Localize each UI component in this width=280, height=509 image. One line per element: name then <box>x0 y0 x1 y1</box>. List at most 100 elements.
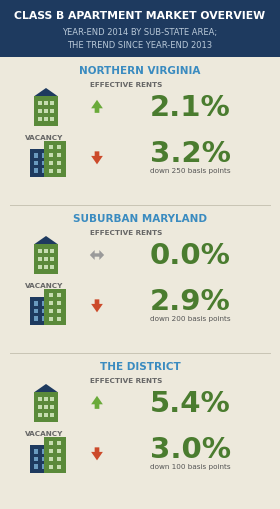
Text: 3.2%: 3.2% <box>150 140 230 168</box>
Bar <box>57 293 62 298</box>
Bar <box>48 169 53 174</box>
Bar <box>38 413 42 417</box>
Bar <box>34 317 38 321</box>
Polygon shape <box>34 237 58 245</box>
Polygon shape <box>91 300 103 313</box>
Bar <box>38 118 42 122</box>
Bar <box>57 169 62 174</box>
Bar <box>34 245 58 274</box>
Bar <box>50 110 54 114</box>
Bar <box>44 110 48 114</box>
Text: YEAR-END 2014 BY SUB-STATE AREA;: YEAR-END 2014 BY SUB-STATE AREA; <box>62 29 218 38</box>
Bar <box>44 258 48 262</box>
Bar <box>57 457 62 461</box>
Bar <box>57 449 62 454</box>
Bar <box>48 301 53 305</box>
Bar <box>44 102 48 106</box>
Text: SUBURBAN MARYLAND: SUBURBAN MARYLAND <box>73 214 207 223</box>
Text: EFFECTIVE RENTS: EFFECTIVE RENTS <box>90 82 162 88</box>
Bar <box>0 0 280 58</box>
Bar <box>34 457 38 461</box>
Bar <box>42 317 46 321</box>
Bar <box>42 457 46 461</box>
Bar <box>48 146 53 150</box>
Text: 2.9%: 2.9% <box>150 288 230 316</box>
Bar <box>42 309 46 314</box>
Bar <box>34 392 58 422</box>
Text: VACANCY: VACANCY <box>25 135 63 140</box>
Bar <box>30 297 50 325</box>
Bar <box>57 317 62 321</box>
Bar <box>38 258 42 262</box>
Text: THE DISTRICT: THE DISTRICT <box>100 361 180 371</box>
Bar <box>42 154 46 158</box>
Polygon shape <box>91 447 103 461</box>
Text: down 200 basis points: down 200 basis points <box>150 316 230 322</box>
Bar <box>50 118 54 122</box>
Bar <box>50 405 54 410</box>
Bar <box>50 398 54 402</box>
Bar <box>44 118 48 122</box>
Bar <box>50 258 54 262</box>
Bar <box>44 265 48 270</box>
Bar <box>44 142 66 178</box>
Bar <box>34 309 38 314</box>
Bar <box>44 249 48 254</box>
Text: EFFECTIVE RENTS: EFFECTIVE RENTS <box>90 377 162 383</box>
Bar <box>44 398 48 402</box>
Polygon shape <box>91 101 103 114</box>
Bar <box>34 154 38 158</box>
Bar <box>38 110 42 114</box>
Bar <box>57 441 62 445</box>
Bar <box>34 302 38 306</box>
Text: 3.0%: 3.0% <box>150 435 230 463</box>
Text: NORTHERN VIRGINIA: NORTHERN VIRGINIA <box>79 66 201 76</box>
Text: VACANCY: VACANCY <box>25 282 63 289</box>
Bar <box>57 161 62 166</box>
Bar <box>57 154 62 158</box>
Bar <box>38 398 42 402</box>
Text: 5.4%: 5.4% <box>150 389 230 417</box>
Bar <box>38 265 42 270</box>
Bar <box>30 150 50 178</box>
Text: THE TREND SINCE YEAR-END 2013: THE TREND SINCE YEAR-END 2013 <box>67 41 213 50</box>
Bar <box>38 249 42 254</box>
Bar <box>48 317 53 321</box>
Text: 0.0%: 0.0% <box>150 242 230 269</box>
Text: down 250 basis points: down 250 basis points <box>150 168 230 174</box>
Bar <box>48 449 53 454</box>
Bar <box>38 405 42 410</box>
Bar <box>42 302 46 306</box>
Text: EFFECTIVE RENTS: EFFECTIVE RENTS <box>90 230 162 236</box>
Bar <box>34 162 38 166</box>
Bar <box>44 290 66 325</box>
Bar <box>48 154 53 158</box>
Bar <box>34 465 38 469</box>
Text: CLASS B APARTMENT MARKET OVERVIEW: CLASS B APARTMENT MARKET OVERVIEW <box>15 11 265 21</box>
Text: down 100 basis points: down 100 basis points <box>150 463 230 469</box>
Bar <box>48 465 53 469</box>
Bar <box>34 97 58 127</box>
Bar <box>38 102 42 106</box>
Bar <box>48 293 53 298</box>
Bar <box>57 301 62 305</box>
Bar <box>44 413 48 417</box>
Bar <box>48 457 53 461</box>
Bar <box>34 449 38 454</box>
Polygon shape <box>91 152 103 165</box>
Bar <box>50 102 54 106</box>
Polygon shape <box>34 89 58 97</box>
Bar <box>48 309 53 314</box>
Bar <box>50 249 54 254</box>
Bar <box>42 449 46 454</box>
Bar <box>57 309 62 314</box>
Text: VACANCY: VACANCY <box>25 430 63 436</box>
Bar <box>50 413 54 417</box>
Bar <box>42 465 46 469</box>
Bar <box>34 169 38 173</box>
Bar <box>42 169 46 173</box>
Bar <box>44 437 66 473</box>
Polygon shape <box>90 250 104 261</box>
Bar <box>42 162 46 166</box>
Bar <box>57 465 62 469</box>
